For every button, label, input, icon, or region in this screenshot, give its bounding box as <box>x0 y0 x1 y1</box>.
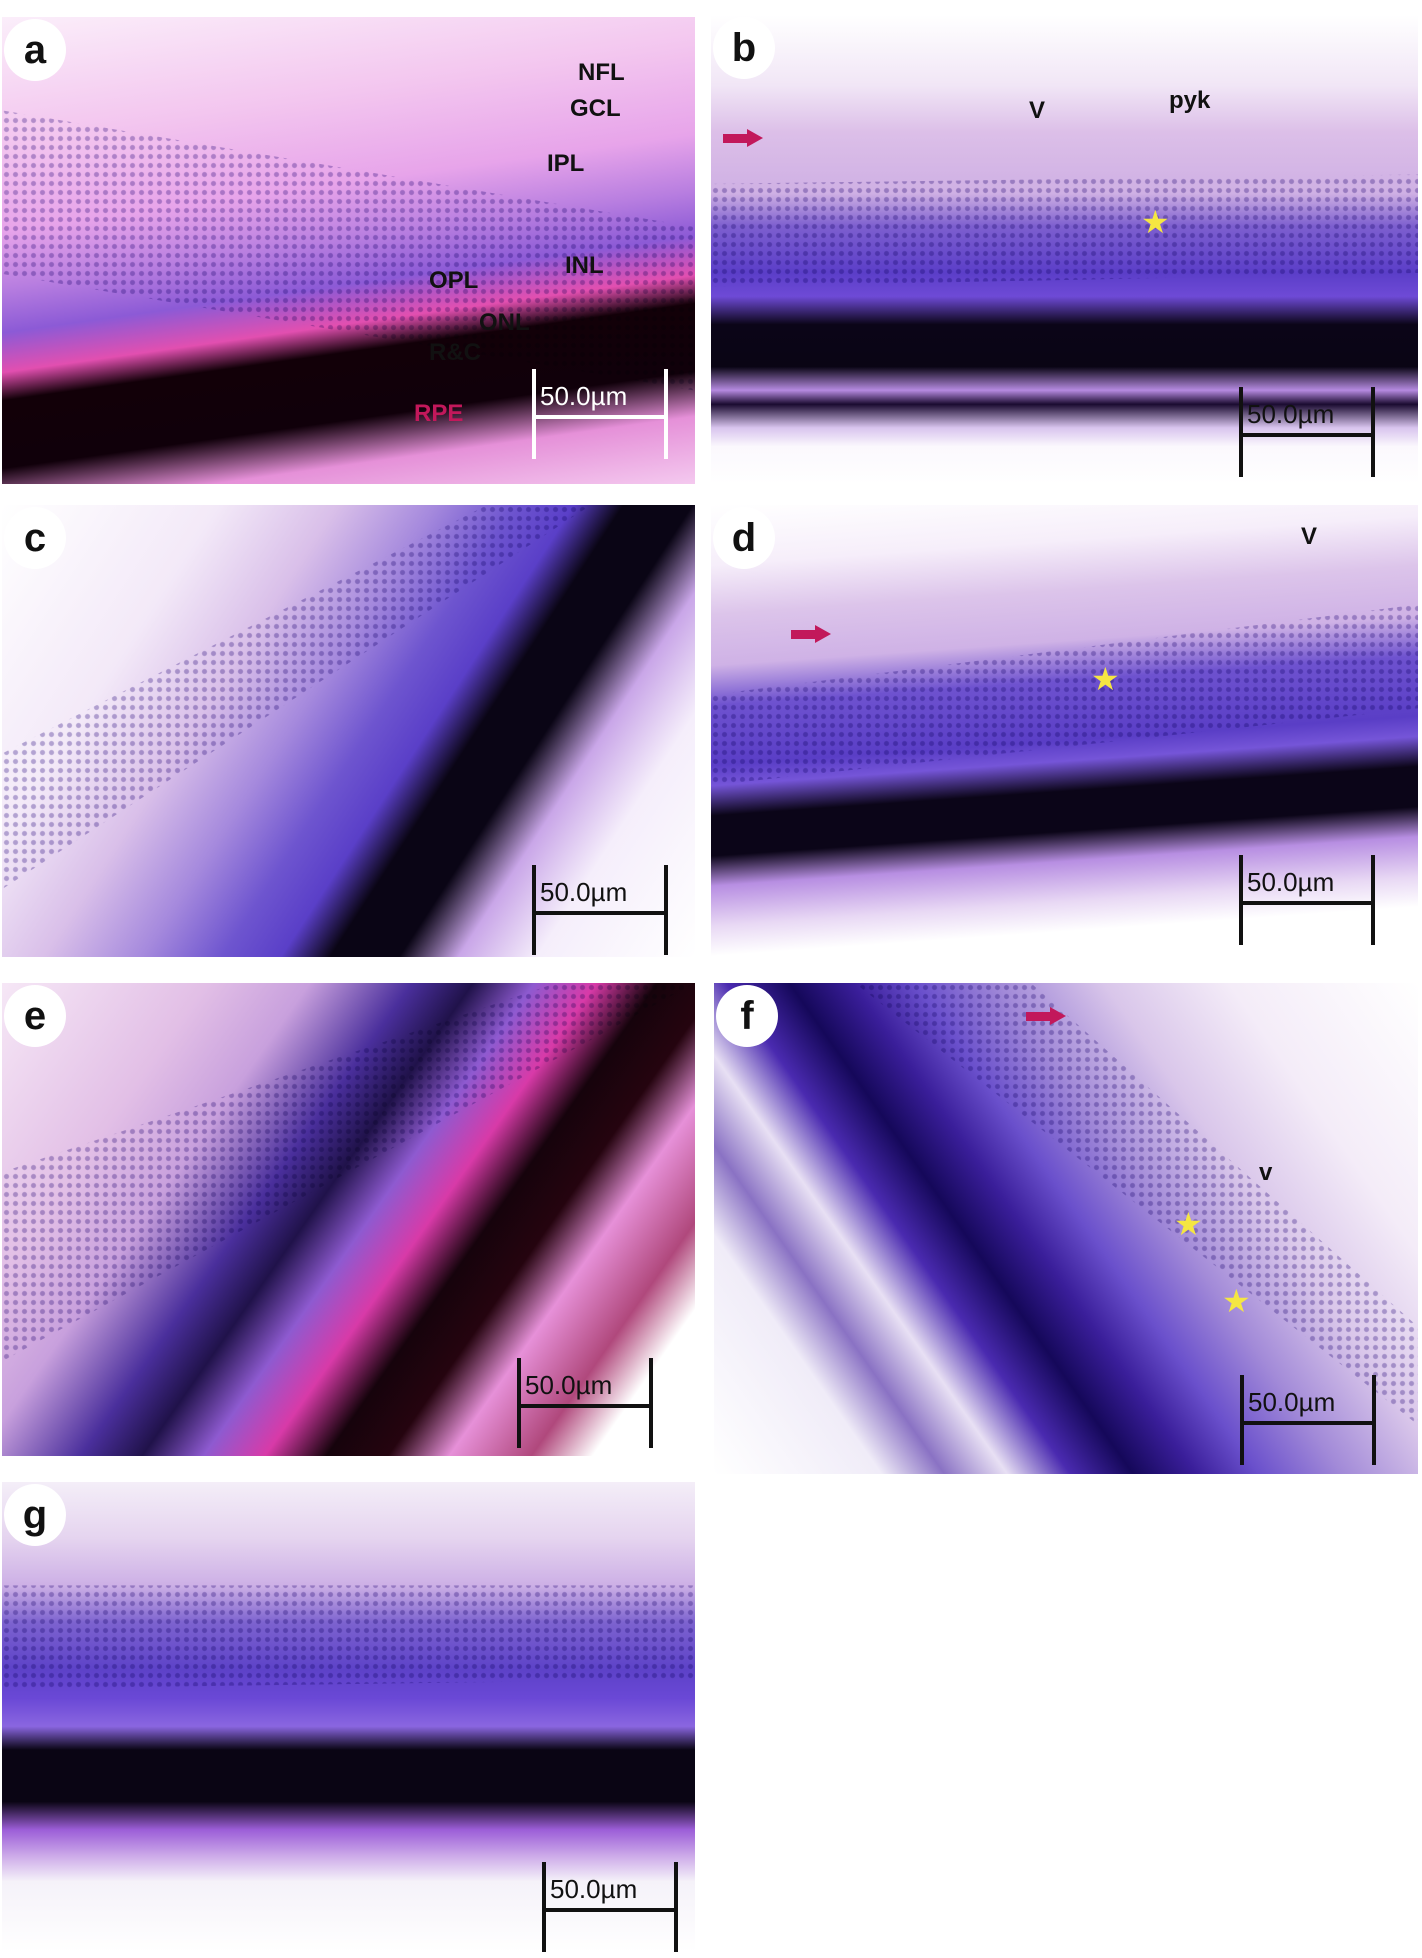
label-pyk: pyk <box>1169 87 1211 114</box>
scale-bar: 50.0µm <box>542 1862 678 1952</box>
panel-b: b V pyk ★ 50.0µm <box>711 15 1418 484</box>
label-opl: OPL <box>429 267 479 294</box>
arrow-marker <box>791 625 831 643</box>
cell-texture <box>711 174 1418 288</box>
label-v: V <box>1301 523 1318 550</box>
label-rpe: RPE <box>414 400 464 427</box>
panel-d: d V ★ 50.0µm <box>711 505 1418 957</box>
panel-a: a NFL GCL IPL INL OPL ONL R&C RPE 50.0µm <box>2 17 695 484</box>
arrow-marker <box>723 129 763 147</box>
label-v: V <box>1029 97 1046 124</box>
scale-bar-label: 50.0µm <box>525 1370 613 1400</box>
panel-e: e 50.0µm <box>2 983 695 1456</box>
scale-bar: 50.0µm <box>532 865 668 955</box>
panel-g: g 50.0µm <box>2 1482 695 1952</box>
scale-bar-label: 50.0µm <box>1247 399 1335 429</box>
scale-bar-label: 50.0µm <box>540 381 628 411</box>
scale-bar: 50.0µm <box>532 369 668 459</box>
panel-label-c: c <box>4 507 66 569</box>
label-v: v <box>1259 1159 1273 1186</box>
panel-label-d: d <box>713 507 775 569</box>
panel-label-a: a <box>4 19 66 81</box>
label-gcl: GCL <box>570 95 621 122</box>
scale-bar-label: 50.0µm <box>1247 867 1335 897</box>
scale-bar-label: 50.0µm <box>550 1874 638 1904</box>
arrow-marker <box>1026 1007 1066 1025</box>
label-inl: INL <box>565 252 604 279</box>
panel-label-b: b <box>713 17 775 79</box>
scale-bar-label: 50.0µm <box>1248 1387 1336 1417</box>
label-rc: R&C <box>429 339 481 366</box>
panel-f: f v ★ ★ 50.0µm <box>714 983 1418 1474</box>
panel-label-e: e <box>4 985 66 1047</box>
star-marker: ★ <box>1091 661 1120 697</box>
label-ipl: IPL <box>547 150 585 177</box>
scale-bar-label: 50.0µm <box>540 877 628 907</box>
star-marker: ★ <box>1222 1283 1251 1319</box>
scale-bar: 50.0µm <box>1239 387 1375 477</box>
star-marker: ★ <box>1141 204 1170 240</box>
scale-bar: 50.0µm <box>1240 1375 1376 1465</box>
label-nfl: NFL <box>578 59 625 86</box>
cell-texture <box>2 1585 695 1689</box>
label-onl: ONL <box>479 309 530 336</box>
panel-c: c 50.0µm <box>2 505 695 957</box>
scale-bar: 50.0µm <box>517 1358 653 1448</box>
panel-label-f: f <box>716 985 778 1047</box>
scale-bar: 50.0µm <box>1239 855 1375 945</box>
star-marker: ★ <box>1174 1206 1203 1242</box>
panel-label-g: g <box>4 1484 66 1546</box>
